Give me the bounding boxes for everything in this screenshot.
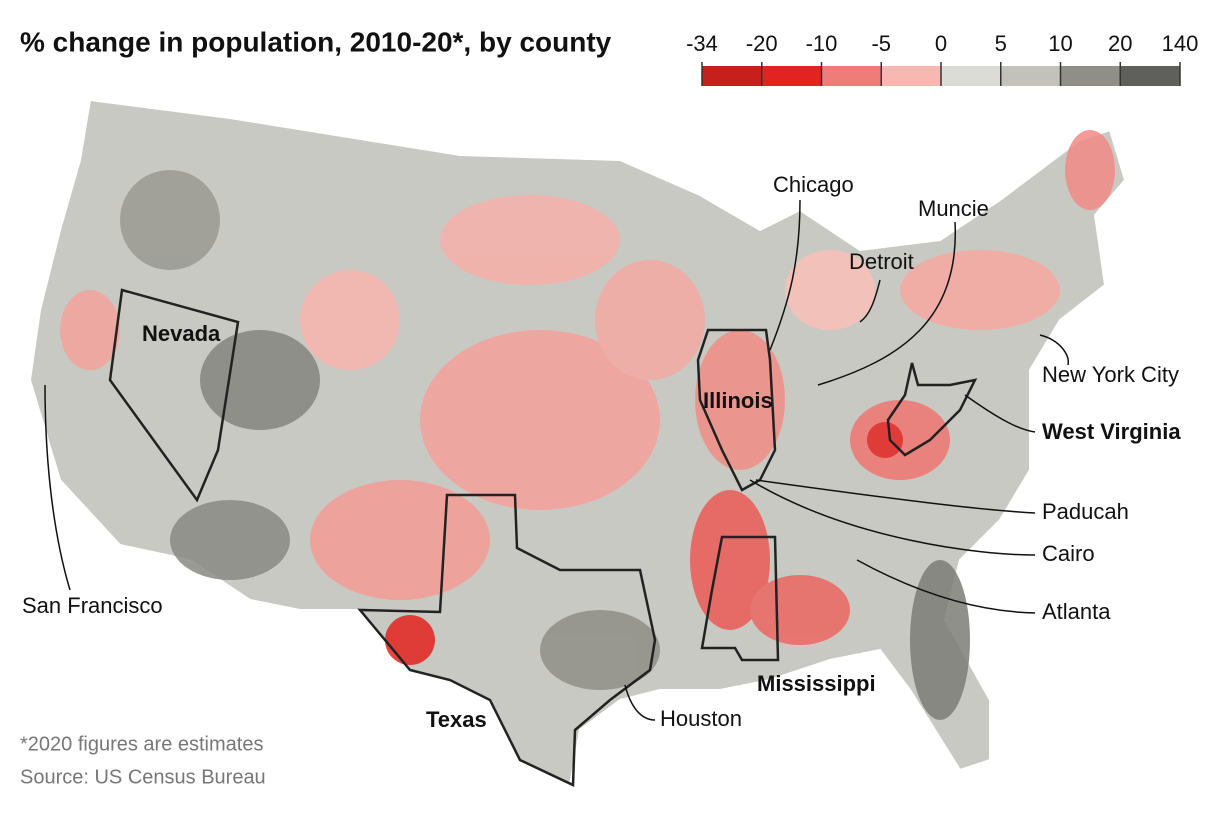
legend-tick-label: -34 bbox=[686, 31, 718, 56]
legend-swatch bbox=[881, 66, 941, 86]
legend-swatch bbox=[821, 66, 882, 86]
leader-lines bbox=[44, 199, 1069, 721]
west-virginia-outline bbox=[886, 362, 978, 457]
legend-tick-label: -20 bbox=[746, 31, 778, 56]
mississippi-outline bbox=[700, 535, 780, 662]
legend-tick-label: -10 bbox=[806, 31, 838, 56]
legend-swatch bbox=[702, 66, 762, 86]
footnote: *2020 figures are estimates bbox=[20, 733, 263, 755]
state-label: West Virginia bbox=[1042, 419, 1181, 444]
city-label: Muncie bbox=[918, 196, 989, 221]
state-label: Illinois bbox=[703, 388, 773, 413]
state-label: Mississippi bbox=[757, 671, 876, 696]
texas-outline bbox=[357, 493, 657, 787]
city-label: Cairo bbox=[1042, 541, 1095, 566]
legend-tick-label: -5 bbox=[871, 31, 891, 56]
county-shading bbox=[60, 130, 1115, 720]
illinois-outline bbox=[696, 328, 777, 492]
city-label: Chicago bbox=[773, 172, 854, 197]
legend-tick-label: 0 bbox=[935, 31, 947, 56]
city-label: Houston bbox=[660, 706, 742, 731]
legend-swatch bbox=[761, 66, 822, 86]
city-label: Atlanta bbox=[1042, 599, 1111, 624]
state-label: Nevada bbox=[142, 321, 221, 346]
legend-swatch bbox=[1000, 66, 1061, 86]
state-label: Texas bbox=[426, 707, 487, 732]
us-map bbox=[28, 98, 1127, 787]
legend-tick-label: 5 bbox=[995, 31, 1007, 56]
city-label: San Francisco bbox=[22, 593, 163, 618]
legend-swatch bbox=[1120, 66, 1180, 86]
legend-tick-label: 20 bbox=[1108, 31, 1132, 56]
title: % change in population, 2010-20*, by cou… bbox=[20, 26, 612, 57]
city-label: Paducah bbox=[1042, 499, 1129, 524]
legend-swatch bbox=[1060, 66, 1121, 86]
source: Source: US Census Bureau bbox=[20, 766, 266, 788]
legend-tick-label: 10 bbox=[1048, 31, 1072, 56]
city-label: New York City bbox=[1042, 362, 1179, 387]
nevada-outline bbox=[108, 288, 240, 503]
legend-tick-label: 140 bbox=[1162, 31, 1199, 56]
legend-swatch bbox=[941, 66, 1001, 86]
legend: -34 -20 -10 -5 0 5 10 20 140 bbox=[686, 31, 1198, 86]
city-label: Detroit bbox=[849, 249, 914, 274]
